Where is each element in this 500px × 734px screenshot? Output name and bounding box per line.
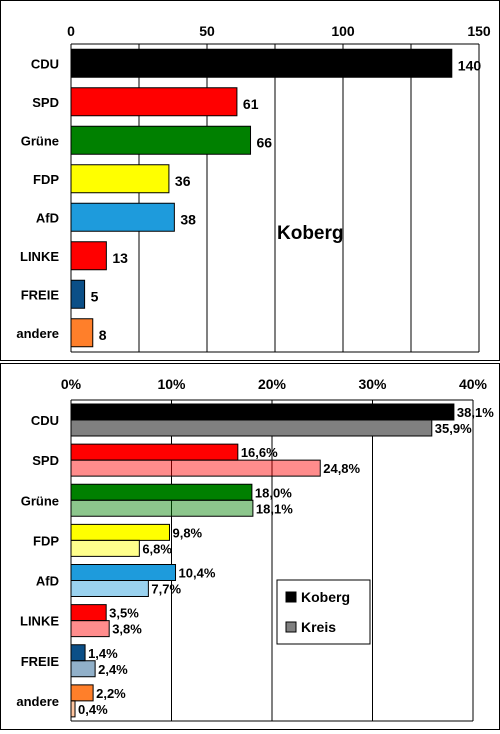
- bar-kreis-cdu: [70, 419, 433, 437]
- value-label-freie: 5: [91, 288, 99, 304]
- bar-kreis-linke: [70, 620, 110, 638]
- value-label-koberg-fdp: 9,8%: [172, 525, 202, 540]
- category-label-gr-ne: Grüne: [21, 493, 59, 508]
- bar-koberg-andere: [70, 684, 94, 702]
- category-label-cdu: CDU: [31, 56, 59, 71]
- value-label-koberg-freie: 1,4%: [88, 646, 118, 661]
- value-label-kreis-gr-ne: 18,1%: [256, 501, 293, 516]
- annotation-label: Koberg: [277, 223, 344, 244]
- category-label-freie: FREIE: [21, 654, 60, 669]
- value-label-kreis-linke: 3,8%: [112, 622, 142, 637]
- percentage-chart: 0% 10% 20% 30% 40% CDU 38,1%35,9% SPD 16,6% 24,8%…: [16, 376, 494, 722]
- legend-box: [276, 579, 371, 645]
- bar-fdp: [70, 164, 170, 194]
- bar-spd: [70, 87, 238, 117]
- category-label-andere: andere: [16, 694, 59, 709]
- value-label-koberg-spd: 16,6%: [241, 445, 278, 460]
- category-label-spd: SPD: [32, 95, 59, 110]
- bar-linke: [70, 241, 107, 271]
- x-tick-label: 50: [199, 23, 215, 39]
- category-label-linke: LINKE: [20, 249, 59, 264]
- category-label-andere: andere: [16, 326, 59, 341]
- x-tick-label: 0: [67, 23, 75, 39]
- value-label-kreis-fdp: 6,8%: [142, 541, 172, 556]
- bar-koberg-gr-ne: [70, 483, 253, 501]
- bar-koberg-fdp: [70, 523, 170, 541]
- category-label-afd: AfD: [36, 210, 59, 225]
- bar-koberg-spd: [70, 443, 239, 461]
- x-tick-label: 0%: [61, 376, 82, 392]
- value-label-kreis-spd: 24,8%: [323, 461, 360, 476]
- legend-swatch-koberg: [285, 591, 297, 603]
- value-label-afd: 38: [180, 211, 196, 227]
- value-label-linke: 13: [112, 250, 128, 266]
- bar-koberg-linke: [70, 604, 107, 622]
- x-tick-label: 30%: [358, 376, 387, 392]
- legend-swatch-kreis: [285, 621, 297, 633]
- legend-label-koberg: Koberg: [301, 589, 350, 605]
- value-label-cdu: 140: [458, 57, 482, 73]
- x-tick-label: 20%: [258, 376, 287, 392]
- bar-kreis-gr-ne: [70, 499, 254, 517]
- bar-afd: [70, 202, 175, 232]
- value-label-kreis-cdu: 35,9%: [435, 421, 472, 436]
- value-label-andere: 8: [99, 327, 107, 343]
- value-label-gr-ne: 66: [257, 134, 273, 150]
- bar-kreis-spd: [70, 459, 321, 477]
- value-label-fdp: 36: [175, 173, 191, 189]
- category-label-cdu: CDU: [31, 413, 59, 428]
- value-label-koberg-gr-ne: 18,0%: [255, 485, 292, 500]
- value-label-koberg-linke: 3,5%: [109, 606, 139, 621]
- x-tick-label: 40%: [459, 376, 488, 392]
- bar-kreis-afd: [70, 580, 149, 597]
- bar-koberg-cdu: [70, 403, 455, 421]
- bar-kreis-andere: [70, 700, 76, 718]
- seat-chart: 0 50 100 150 CDU 140 SPD 61 Grüne 66 FDP 36 AfD 38 LIN…: [16, 23, 491, 353]
- category-label-gr-ne: Grüne: [21, 133, 59, 148]
- bar-gr-ne: [70, 125, 252, 155]
- value-label-kreis-freie: 2,4%: [98, 662, 128, 677]
- value-label-spd: 61: [243, 96, 259, 112]
- bar-koberg-freie: [70, 644, 86, 662]
- bar-freie: [70, 279, 86, 309]
- value-label-koberg-andere: 2,2%: [96, 686, 126, 701]
- percentage-chart-panel: 0% 10% 20% 30% 40% CDU 38,1% 35,9% SPD 16,6% 24,8%…: [0, 363, 500, 730]
- legend-label-kreis: Kreis: [301, 619, 336, 635]
- bar-kreis-fdp: [70, 539, 140, 557]
- category-label-linke: LINKE: [20, 614, 59, 629]
- value-label-koberg-cdu: 38,1%: [457, 405, 494, 420]
- category-label-freie: FREIE: [21, 287, 60, 302]
- seat-chart-panel: 0 50 100 150 CDU 140 SPD 61 Grüne 66 FDP 36 AfD 38 LIN…: [0, 0, 500, 361]
- value-label-kreis-andere: 0,4%: [78, 702, 108, 717]
- bar-koberg-afd: [70, 564, 177, 581]
- category-label-fdp: FDP: [33, 533, 59, 548]
- bar-cdu: [70, 48, 453, 78]
- x-tick-label: 150: [467, 23, 491, 39]
- x-tick-label: 10%: [157, 376, 186, 392]
- x-tick-label: 100: [331, 23, 355, 39]
- category-label-spd: SPD: [32, 453, 59, 468]
- category-label-fdp: FDP: [33, 172, 59, 187]
- category-label-afd: AfD: [36, 574, 59, 589]
- value-label-koberg-afd: 10,4%: [179, 566, 216, 581]
- bar-andere: [70, 318, 94, 348]
- bar-kreis-freie: [70, 660, 96, 678]
- value-label-kreis-afd: 7,7%: [151, 582, 181, 597]
